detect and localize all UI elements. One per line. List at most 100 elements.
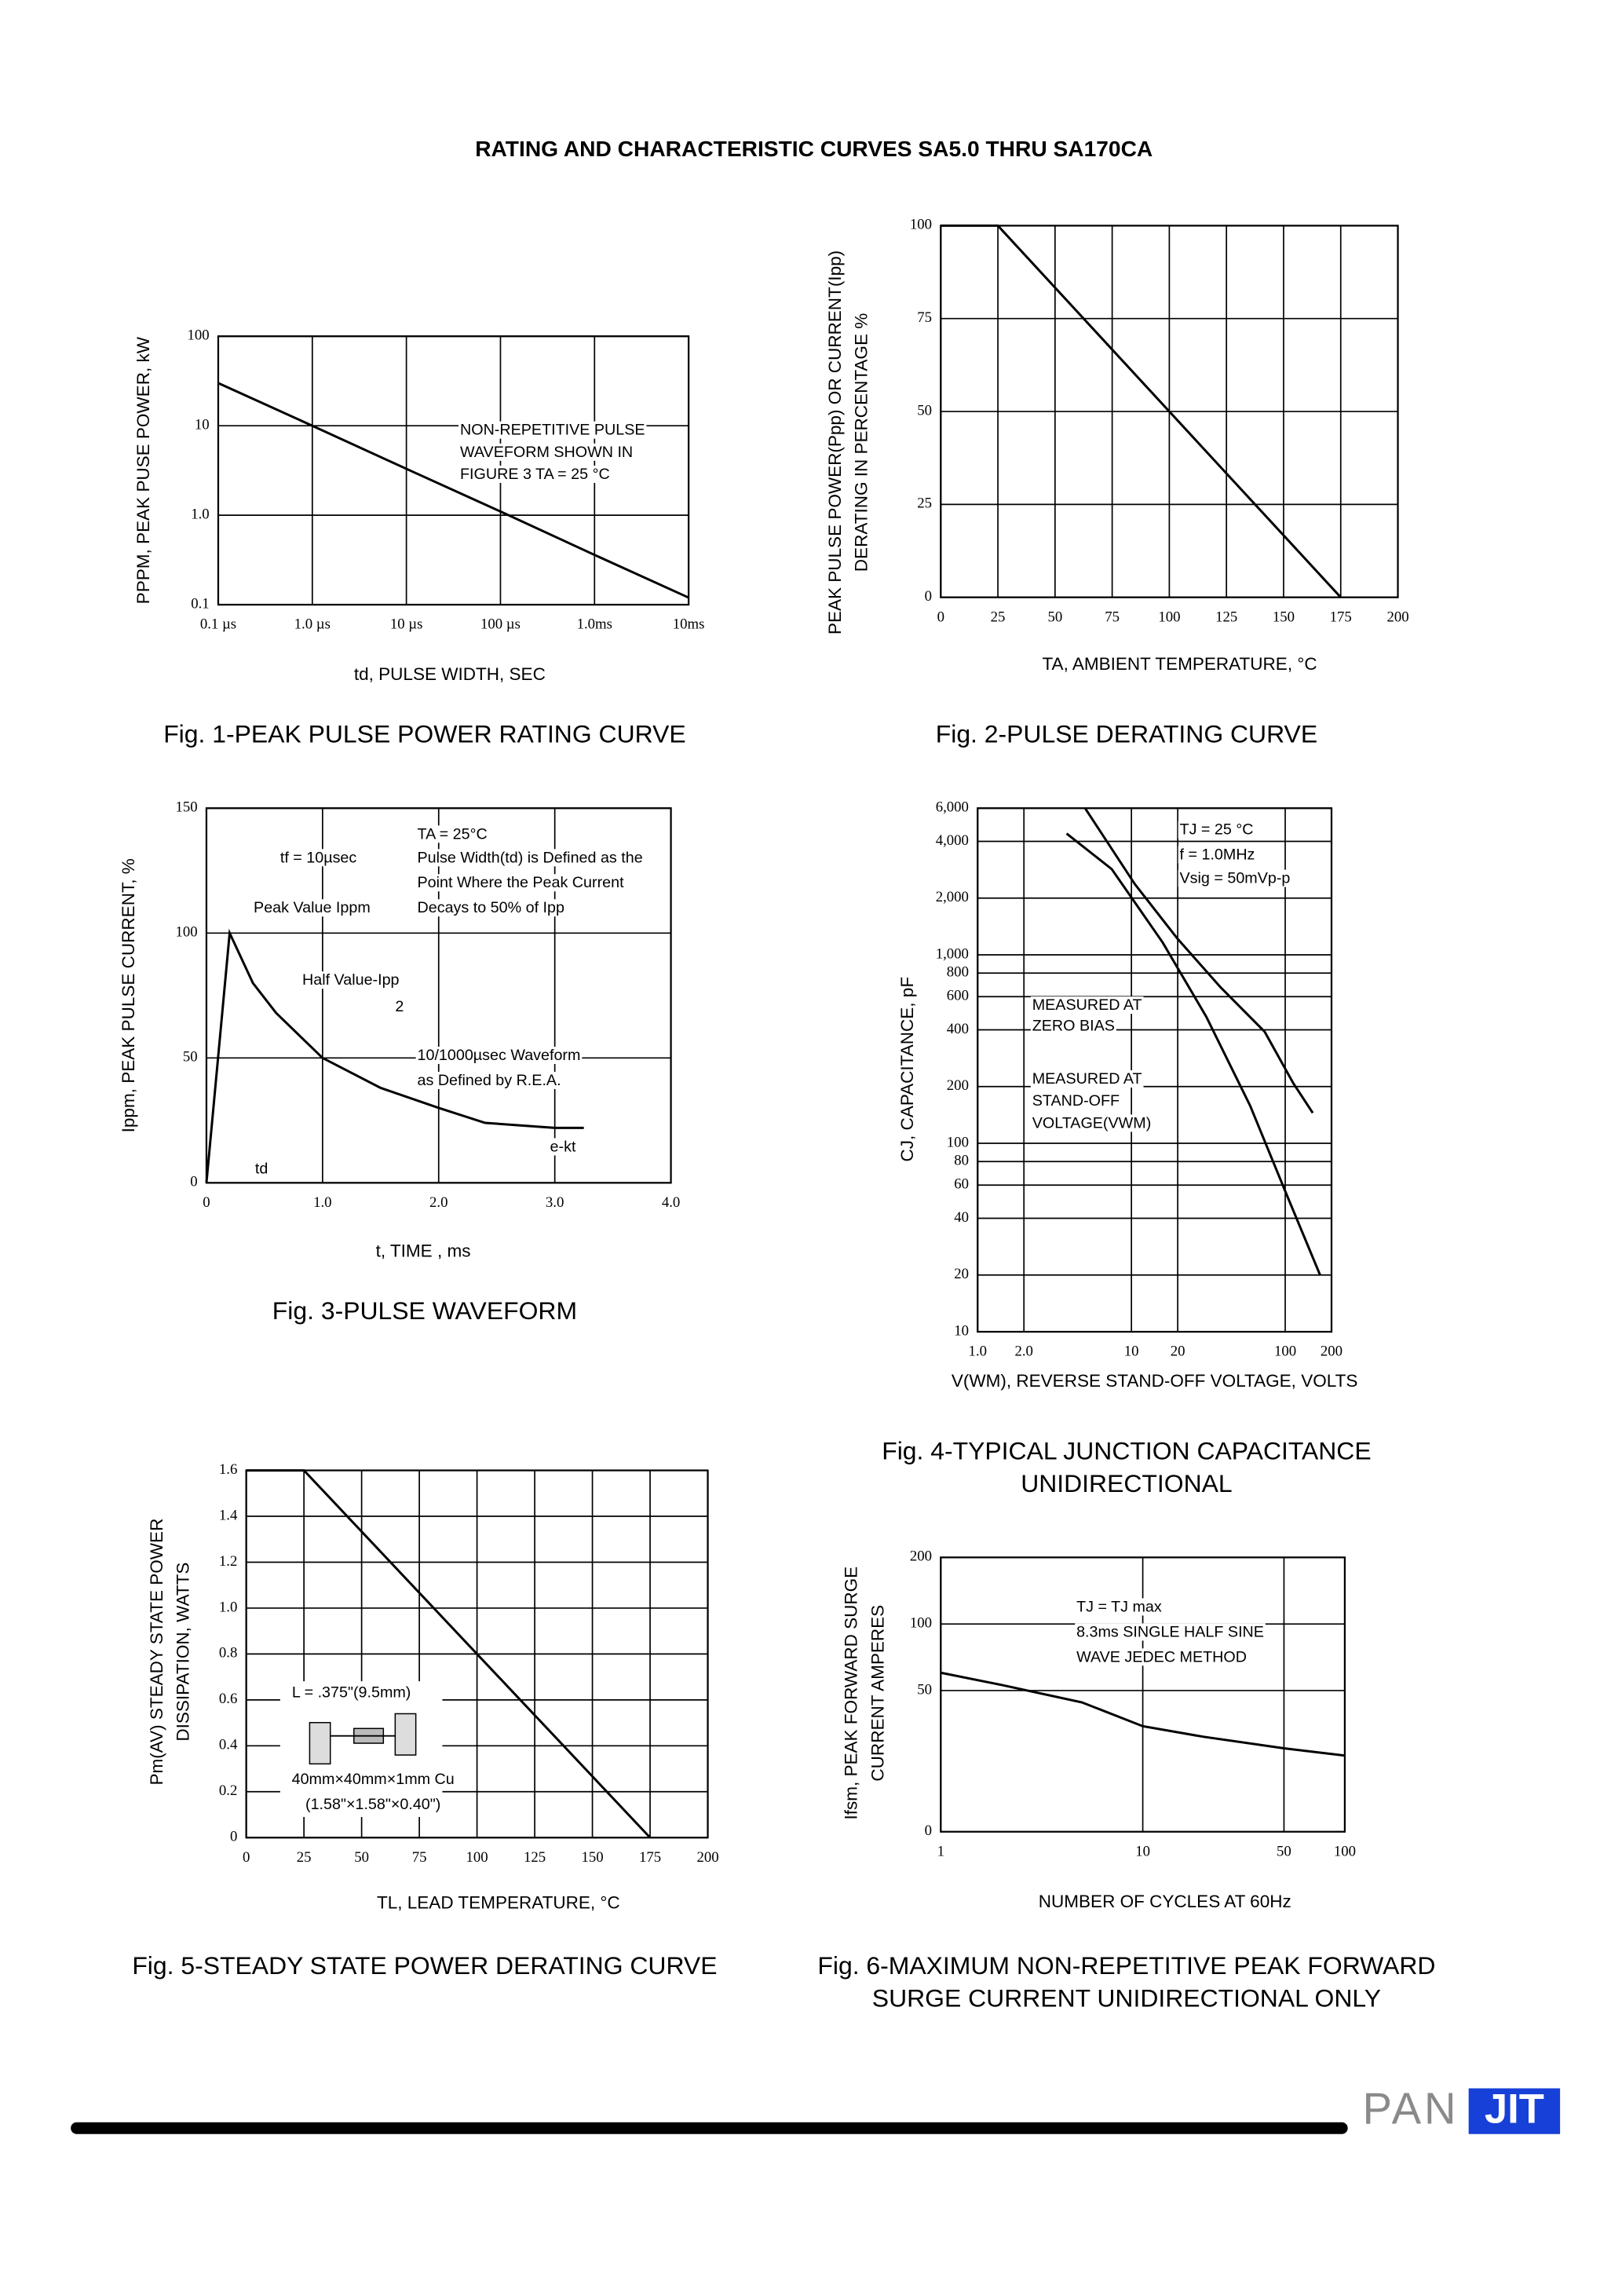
y-tick-label: 0: [925, 588, 932, 605]
x-tick-label: 10ms: [673, 616, 705, 633]
annotation: TA = 25°C: [418, 825, 488, 843]
y-tick-label: 0.8: [219, 1645, 237, 1662]
annotation: 2: [395, 998, 404, 1015]
y-axis-label: DISSIPATION, WATTS: [174, 1563, 193, 1742]
chart: 0 25 50 75 100 125 150 175 200 0 25 50 75 100 TA, AMBI…: [825, 217, 1409, 748]
annotation: Vsig = 50mVp-p: [1180, 870, 1291, 887]
annotation-background: [548, 1138, 578, 1156]
annotation-background: [458, 443, 635, 461]
annotation-background: [1075, 1623, 1266, 1641]
x-tick-label: 0.1 µs: [200, 616, 236, 633]
x-tick-label: 1.0: [969, 1344, 987, 1360]
annotation: tf = 10µsec: [280, 849, 357, 866]
y-axis-label: Ifsm, PEAK FORWARD SURGE: [842, 1567, 861, 1820]
y-tick-label: 100: [188, 327, 210, 344]
x-tick-label: 200: [696, 1849, 718, 1866]
inset-pad: [309, 1721, 331, 1765]
figure-caption: Fig. 4-TYPICAL JUNCTION CAPACITANCE: [882, 1436, 1371, 1464]
annotation: 8.3ms SINGLE HALF SINE: [1076, 1623, 1264, 1640]
annotation: TJ = 25 °C: [1180, 821, 1254, 839]
annotation: NON-REPETITIVE PULSE: [460, 422, 645, 439]
y-tick-label: 0: [190, 1174, 197, 1190]
figure-caption: Fig. 5-STEADY STATE POWER DERATING CURVE: [132, 1951, 717, 1980]
y-tick-label: 50: [917, 1681, 932, 1698]
figure-caption: Fig. 6-MAXIMUM NON-REPETITIVE PEAK FORWA…: [817, 1951, 1435, 1980]
annotation-background: [415, 899, 566, 917]
curve: [246, 1469, 652, 1839]
curve: [217, 382, 689, 599]
annotation-background: [458, 466, 612, 484]
x-tick-label: 100: [1158, 609, 1180, 625]
y-tick-label: 20: [954, 1266, 969, 1282]
annotation: Peak Value Ippm: [254, 899, 371, 916]
annotation: f = 1.0MHz: [1180, 846, 1255, 864]
logo-box: [1468, 2088, 1561, 2134]
x-tick-label: 25: [297, 1849, 312, 1866]
y-tick-label: 1.0: [219, 1599, 237, 1615]
annotation-background: [415, 1071, 563, 1089]
y-tick-label: 200: [910, 1548, 932, 1565]
x-tick-label: 175: [1330, 609, 1352, 625]
y-tick-label: 25: [917, 495, 932, 512]
annotation-background: [393, 998, 406, 1016]
x-tick-label: 150: [581, 1849, 603, 1866]
x-tick-label: 10 µs: [390, 616, 423, 633]
x-tick-label: 2.0: [1014, 1344, 1032, 1360]
y-tick-label: 1.2: [219, 1553, 237, 1570]
annotation: ZERO BIAS: [1032, 1017, 1115, 1034]
curve: [1083, 807, 1314, 1114]
y-tick-label: 0.1: [191, 595, 209, 612]
y-axis-label: PEAK PULSE POWER(Ppp) OR CURRENT(Ipp): [825, 250, 845, 634]
chart: 0 1.0 2.0 3.0 4.0 0 50 100 150 TA = 25°C tf = 10µs…: [119, 799, 680, 1325]
x-tick-label: 100: [1274, 1344, 1296, 1360]
y-tick-label: 60: [954, 1176, 969, 1193]
x-tick-label: 4.0: [662, 1194, 680, 1211]
annotation-background: [1075, 1598, 1164, 1616]
y-tick-label: 50: [183, 1049, 198, 1066]
annotation-background: [1030, 1092, 1121, 1110]
x-tick-label: 125: [1215, 609, 1237, 625]
annotation-background: [254, 1160, 270, 1178]
x-tick-label: 10: [1124, 1344, 1139, 1360]
figure-caption: SURGE CURRENT UNIDIRECTIONAL ONLY: [872, 1983, 1381, 2012]
annotation-background: [1030, 996, 1144, 1015]
annotation: VOLTAGE(VWM): [1032, 1114, 1152, 1132]
x-tick-label: 125: [524, 1849, 546, 1866]
y-tick-label: 0: [925, 1823, 932, 1839]
x-tick-label: 25: [991, 609, 1006, 625]
x-axis-label: TL, LEAD TEMPERATURE, °C: [377, 1893, 620, 1913]
x-tick-label: 200: [1386, 609, 1408, 625]
annotation-background: [1178, 821, 1255, 839]
y-tick-label: 4,000: [936, 832, 969, 849]
y-tick-label: 1.6: [219, 1461, 237, 1478]
annotation-background: [1030, 1070, 1144, 1088]
annotation-background: [1178, 869, 1292, 887]
x-tick-label: 0: [937, 609, 944, 625]
x-tick-label: 100: [466, 1849, 488, 1866]
annotation-background: [252, 899, 372, 917]
annotation-background: [278, 849, 359, 867]
y-tick-label: 800: [947, 964, 969, 981]
x-tick-label: 75: [412, 1849, 427, 1866]
annotation-background: [1075, 1648, 1248, 1666]
y-tick-label: 75: [917, 309, 932, 326]
annotation: MEASURED AT: [1032, 1070, 1142, 1088]
x-tick-label: 50: [354, 1849, 369, 1866]
annotation-background: [1030, 1114, 1153, 1132]
x-axis-label: TA, AMBIENT TEMPERATURE, °C: [1042, 654, 1317, 674]
y-tick-label: 50: [917, 402, 932, 419]
annotation: MEASURED AT: [1032, 996, 1142, 1014]
x-tick-label: 150: [1273, 609, 1295, 625]
y-tick-label: 1.0: [191, 506, 209, 522]
figure-caption: Fig. 2-PULSE DERATING CURVE: [936, 720, 1317, 748]
annotation: FIGURE 3 TA = 25 °C: [460, 466, 610, 483]
y-tick-label: 10: [954, 1322, 969, 1339]
annotation-background: [415, 825, 489, 843]
annotation: Point Where the Peak Current: [418, 874, 625, 891]
annotation: 10/1000µsec Waveform: [418, 1047, 581, 1064]
y-tick-label: 1,000: [936, 945, 969, 962]
annotation: Pulse Width(td) is Defined as the: [418, 849, 643, 866]
x-tick-label: 100 µs: [480, 616, 521, 633]
y-axis-label: CURRENT AMPERES: [868, 1605, 887, 1782]
y-tick-label: 100: [947, 1134, 969, 1150]
